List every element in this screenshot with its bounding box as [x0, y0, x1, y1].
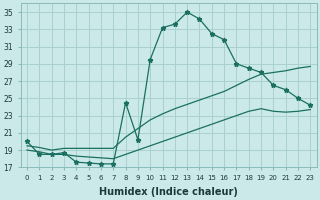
X-axis label: Humidex (Indice chaleur): Humidex (Indice chaleur): [99, 187, 238, 197]
